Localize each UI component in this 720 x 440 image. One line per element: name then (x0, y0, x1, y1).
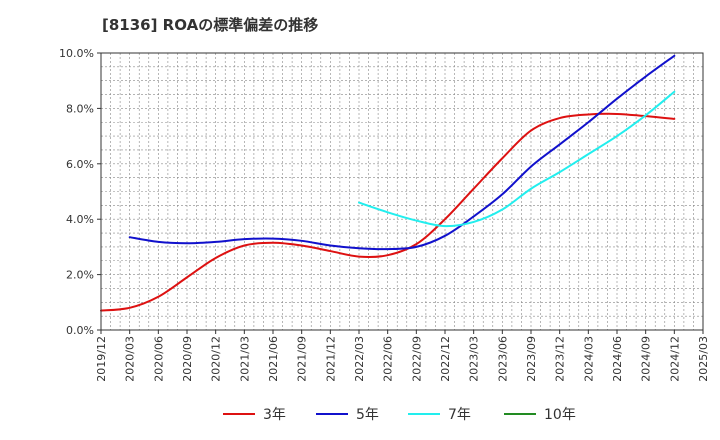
x-tick-label: 2021/09 (296, 336, 309, 382)
x-tick-label: 2020/03 (124, 336, 137, 382)
x-tick-label: 2023/12 (554, 336, 567, 382)
y-tick-label: 6.0% (66, 158, 94, 171)
x-tick-label: 2024/03 (582, 336, 595, 382)
series-line-0 (100, 112, 676, 312)
chart-title: [8136] ROAの標準偏差の推移 (102, 16, 319, 34)
x-axis: 2019/12 2020/03 2020/06 2020/09 2020/12 2021/… (95, 330, 710, 382)
legend-label: 3年 (263, 407, 286, 423)
x-tick-label: 2023/03 (468, 336, 481, 382)
x-tick-label: 2023/09 (525, 336, 538, 382)
legend-label: 5年 (356, 407, 379, 423)
x-tick-label: 2021/12 (324, 336, 337, 382)
x-tick-label: 2024/09 (640, 336, 653, 382)
x-tick-label: 2022/12 (439, 336, 452, 382)
y-tick-label: 10.0% (59, 47, 94, 60)
plot-frame (100, 52, 704, 331)
series-lines (100, 54, 676, 312)
legend-label: 10年 (544, 407, 576, 423)
x-tick-label: 2020/06 (152, 336, 165, 382)
legend: 3年 5年 7年 10年 (223, 407, 576, 423)
x-tick-label: 2021/06 (267, 336, 280, 382)
x-tick-label: 2024/06 (611, 336, 624, 382)
x-tick-label: 2022/03 (353, 336, 366, 382)
x-tick-label: 2022/09 (410, 336, 423, 382)
y-tick-label: 8.0% (66, 102, 94, 115)
x-tick-label: 2020/09 (181, 336, 194, 382)
x-tick-label: 2021/03 (238, 336, 251, 382)
series-line-1 (128, 54, 676, 251)
y-tick-label: 2.0% (66, 269, 94, 282)
x-tick-label: 2023/06 (496, 336, 509, 382)
y-tick-label: 0.0% (66, 324, 94, 337)
legend-label: 7年 (448, 407, 471, 423)
series-line-2 (358, 90, 676, 228)
x-tick-label: 2020/12 (210, 336, 223, 382)
x-tick-label: 2025/03 (697, 336, 710, 382)
x-tick-label: 2024/12 (668, 336, 681, 382)
y-tick-label: 4.0% (66, 213, 94, 226)
x-tick-label: 2022/06 (382, 336, 395, 382)
x-tick-label: 2019/12 (95, 336, 108, 382)
y-axis: 0.0% 2.0% 4.0% 6.0% 8.0% 10.0% (59, 47, 101, 337)
